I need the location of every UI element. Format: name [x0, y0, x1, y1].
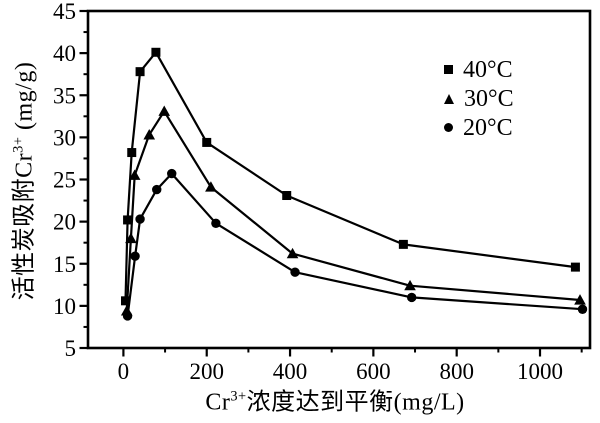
data-point-circle: [211, 218, 221, 229]
series-line-1: [125, 110, 581, 311]
data-point-circle: [577, 304, 588, 314]
legend: 40°C 30°C 20°C: [440, 56, 514, 141]
data-point-triangle: [158, 105, 171, 116]
x-tick-label: 200: [189, 359, 224, 384]
x-tick-label: 1000: [517, 359, 563, 384]
y-tick-label: 10: [53, 294, 76, 319]
data-point-triangle: [286, 247, 299, 259]
data-point-square: [202, 137, 212, 147]
legend-label: 30°C: [464, 85, 514, 112]
data-point-triangle: [125, 232, 137, 244]
y-tick-label: 30: [53, 125, 76, 150]
legend-label: 20°C: [463, 114, 513, 141]
data-point-square: [570, 262, 580, 272]
data-point-circle: [290, 267, 300, 277]
data-point-square: [282, 191, 292, 201]
x-axis-title-superscript: 3+: [230, 388, 247, 405]
plot-frame: [86, 9, 592, 350]
x-tick-label: 0: [118, 359, 130, 384]
x-tick-label: 600: [356, 359, 391, 384]
y-axis-title-text: 活性炭吸附Cr: [11, 152, 38, 301]
y-axis-title: 活性炭吸附Cr3+ (mg/g): [4, 62, 39, 301]
circle-marker-icon: [444, 123, 453, 132]
legend-label: 40°C: [463, 56, 513, 83]
data-point-square: [127, 148, 137, 158]
data-point-triangle: [128, 169, 141, 180]
data-point-triangle: [404, 279, 416, 291]
square-marker-icon: [444, 65, 453, 74]
data-point-square: [151, 47, 161, 57]
data-point-triangle: [205, 181, 217, 192]
x-axis-title-text: Cr: [205, 389, 231, 416]
data-point-circle: [167, 168, 177, 179]
data-point-circle: [122, 311, 133, 321]
x-axis-title: Cr3+浓度达到平衡(mg/L): [205, 382, 464, 417]
y-tick-label: 15: [53, 252, 76, 277]
y-axis-title-unit: (mg/g): [11, 61, 38, 137]
data-point-triangle: [574, 294, 586, 305]
data-point-square: [398, 239, 408, 249]
legend-item-40c: 40°C: [440, 56, 514, 83]
legend-item-30c: 30°C: [440, 85, 514, 112]
data-point-square: [120, 296, 130, 306]
data-point-square: [135, 67, 145, 77]
data-point-square: [123, 215, 133, 225]
x-tick-label: 400: [273, 359, 308, 384]
data-point-circle: [406, 292, 417, 303]
legend-item-20c: 20°C: [440, 114, 514, 141]
y-tick-label: 45: [53, 0, 76, 24]
y-tick-label: 35: [53, 83, 76, 108]
data-point-triangle: [143, 129, 156, 140]
y-tick-label: 20: [53, 210, 76, 235]
y-tick-label: 25: [53, 168, 76, 193]
x-axis-title-unit: 浓度达到平衡(mg/L): [246, 389, 465, 416]
y-tick-label: 40: [53, 41, 76, 66]
data-point-circle: [152, 184, 162, 195]
y-tick-label: 5: [65, 336, 77, 361]
data-point-circle: [135, 214, 145, 224]
y-axis-title-superscript: 3+: [10, 136, 27, 153]
x-tick-label: 800: [439, 359, 474, 384]
triangle-marker-icon: [444, 93, 454, 104]
data-point-circle: [130, 251, 140, 261]
